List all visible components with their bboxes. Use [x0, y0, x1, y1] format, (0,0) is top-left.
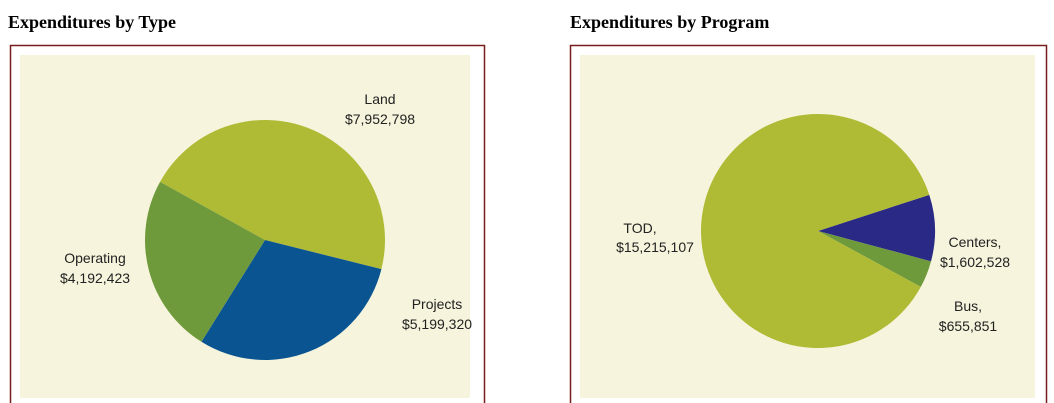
slice-label: Centers, [949, 234, 1002, 250]
chart-title: Expenditures by Program [570, 12, 769, 32]
value-label: $1,602,528 [940, 254, 1010, 270]
value-label: $7,952,798 [345, 111, 415, 127]
value-label: $655,851 [939, 318, 998, 334]
pie-slice [160, 120, 385, 270]
slice-label: Projects [412, 296, 463, 312]
pie-slice [818, 231, 932, 287]
slice-label: Land [364, 91, 395, 107]
pie-slice [145, 181, 265, 342]
slice-label: Bus, [954, 298, 982, 314]
chart-title: Expenditures by Type [8, 12, 176, 32]
pie-slice [201, 240, 382, 360]
value-label: $15,215,107 [616, 239, 694, 255]
pie-slice [818, 194, 936, 262]
value-label: $5,199,320 [402, 316, 472, 332]
slice-label: TOD, [623, 220, 656, 236]
pie-slice [701, 113, 930, 348]
value-label: $4,192,423 [60, 270, 130, 286]
slice-label: Operating [64, 250, 125, 266]
